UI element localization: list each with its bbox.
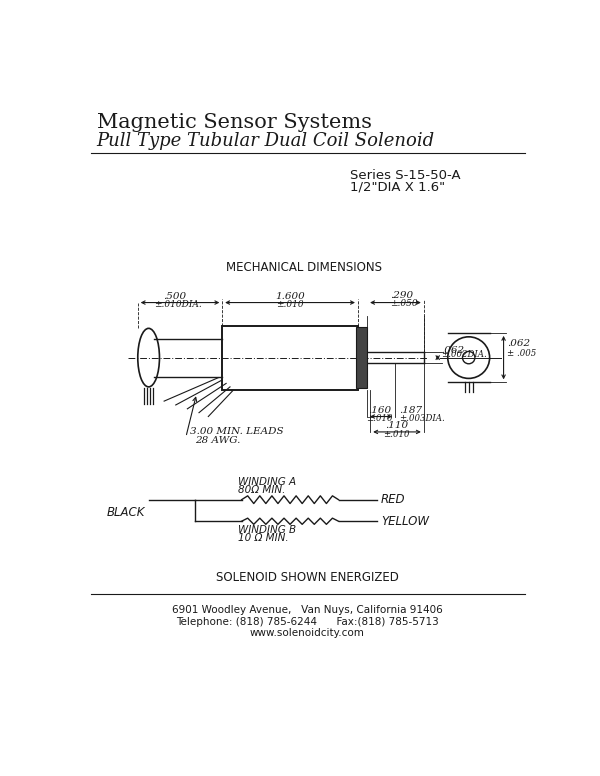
Text: MECHANICAL DIMENSIONS: MECHANICAL DIMENSIONS [226, 261, 382, 274]
Text: 28 AWG.: 28 AWG. [195, 436, 241, 445]
Bar [222, 326, 358, 390]
Text: Pull Type Tubular Dual Coil Solenoid: Pull Type Tubular Dual Coil Solenoid [97, 132, 435, 150]
Text: 1/2"DIA X 1.6": 1/2"DIA X 1.6" [350, 180, 445, 193]
Text: WINDING B: WINDING B [238, 525, 296, 535]
Text: .290: .290 [391, 291, 413, 300]
Text: .500: .500 [163, 292, 186, 301]
Text: ± .005: ± .005 [506, 348, 536, 358]
Text: ±.010: ±.010 [367, 414, 393, 424]
Text: Telephone: (818) 785-6244      Fax:(818) 785-5713: Telephone: (818) 785-6244 Fax:(818) 785-… [176, 617, 439, 627]
Text: 80Ω MIN.: 80Ω MIN. [238, 485, 285, 495]
Text: 6901 Woodley Avenue,   Van Nuys, California 91406: 6901 Woodley Avenue, Van Nuys, Californi… [172, 605, 443, 615]
Text: .187: .187 [399, 406, 422, 415]
Text: ±.010DIA.: ±.010DIA. [154, 300, 202, 309]
Text: 3.00 MIN. LEADS: 3.00 MIN. LEADS [190, 427, 284, 436]
Text: 1.600: 1.600 [275, 292, 305, 301]
Text: ±.010: ±.010 [383, 430, 410, 439]
Text: Magnetic Sensor Systems: Magnetic Sensor Systems [97, 113, 372, 132]
Text: 10 Ω MIN.: 10 Ω MIN. [238, 533, 289, 542]
Text: Series S-15-50-A: Series S-15-50-A [350, 168, 461, 182]
Text: RED: RED [381, 494, 406, 506]
Text: .062: .062 [506, 339, 530, 348]
Text: SOLENOID SHOWN ENERGIZED: SOLENOID SHOWN ENERGIZED [216, 570, 399, 584]
Text: .160: .160 [368, 406, 391, 415]
Bar [356, 327, 367, 388]
Text: .062: .062 [441, 346, 464, 355]
Text: YELLOW: YELLOW [381, 514, 429, 528]
Text: .110: .110 [385, 421, 408, 431]
Text: www.solenoidcity.com: www.solenoidcity.com [250, 629, 365, 639]
Text: ±.010: ±.010 [276, 300, 304, 309]
Text: ±.003DIA.: ±.003DIA. [399, 414, 445, 424]
Text: BLACK: BLACK [106, 506, 145, 519]
Text: ±.002DIA.: ±.002DIA. [441, 350, 487, 359]
Text: ±.050: ±.050 [391, 299, 418, 308]
Text: WINDING A: WINDING A [238, 477, 296, 487]
